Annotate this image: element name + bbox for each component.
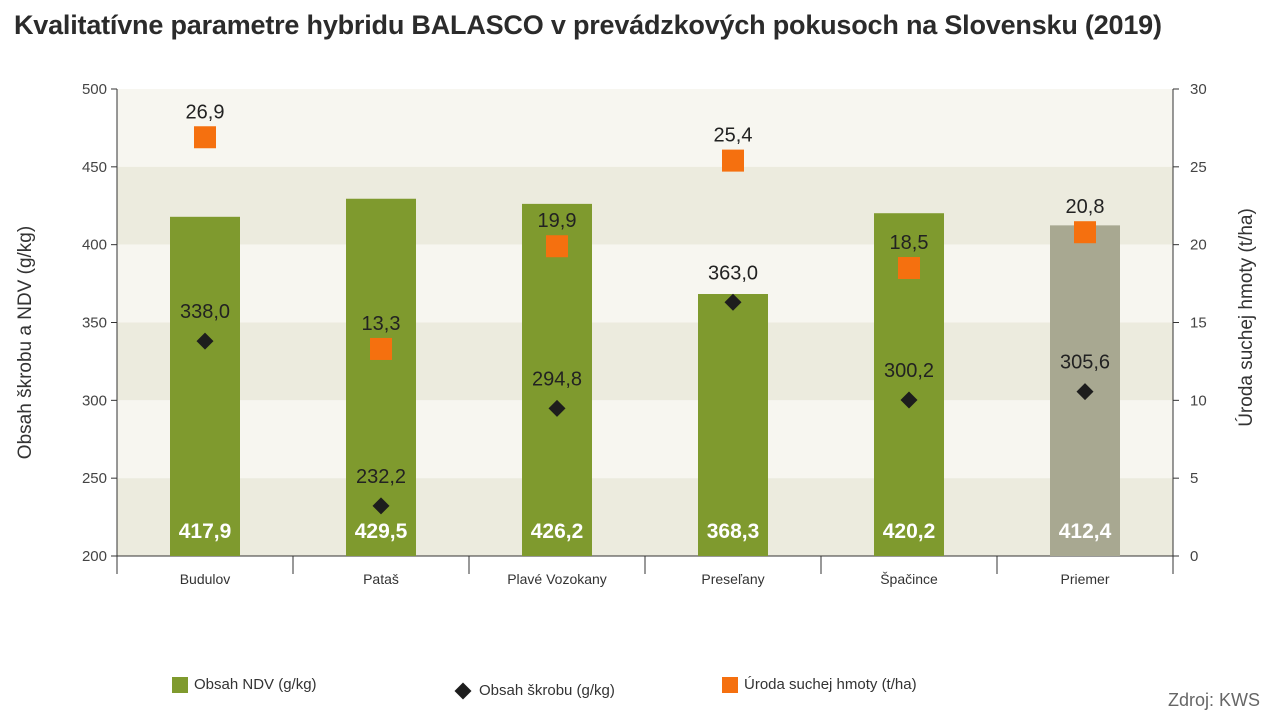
starch-value-label: 338,0 xyxy=(180,301,230,323)
legend-item-yield: Úroda suchej hmoty (t/ha) xyxy=(722,676,917,693)
plot-band xyxy=(117,478,1173,556)
yield-value-label: 13,3 xyxy=(362,313,401,335)
plot-band xyxy=(117,166,1173,245)
yield-value-label: 25,4 xyxy=(714,125,753,147)
legend-label-ndv: Obsah NDV (g/kg) xyxy=(194,676,317,693)
legend-item-ndv: Obsah NDV (g/kg) xyxy=(172,676,317,693)
starch-value-label: 232,2 xyxy=(356,466,406,488)
yield-value-label: 26,9 xyxy=(186,101,225,123)
x-tick-label: Pataš xyxy=(363,571,399,587)
bar-value-label: 368,3 xyxy=(707,520,760,543)
bar xyxy=(522,203,592,556)
x-tick-label: Preseľany xyxy=(701,571,764,587)
legend-item-starch: Obsah škrobu (g/kg) xyxy=(454,682,615,699)
plot-band xyxy=(117,244,1173,323)
plot-band xyxy=(117,89,1173,167)
legend-square-swatch xyxy=(722,676,738,693)
legend-label-yield: Úroda suchej hmoty (t/ha) xyxy=(744,676,917,693)
y2-tick-label: 0 xyxy=(1190,548,1198,565)
y-tick-label: 200 xyxy=(82,548,107,565)
yield-value-label: 19,9 xyxy=(538,210,577,232)
legend-diamond-swatch xyxy=(454,682,472,699)
bar-value-label: 412,4 xyxy=(1059,520,1112,543)
starch-point xyxy=(900,391,918,409)
y-tick-label: 500 xyxy=(82,81,107,98)
x-tick-label: Budulov xyxy=(180,571,231,587)
starch-value-label: 294,8 xyxy=(532,368,582,390)
x-tick-label: Plavé Vozokany xyxy=(507,571,607,587)
yield-point xyxy=(194,126,216,149)
y2-tick-label: 5 xyxy=(1190,470,1198,487)
yield-point xyxy=(898,257,920,280)
starch-value-label: 305,6 xyxy=(1060,352,1110,374)
x-tick-label: Priemer xyxy=(1060,571,1109,587)
y2-tick-label: 30 xyxy=(1190,81,1207,98)
bar-value-label: 429,5 xyxy=(355,520,408,543)
starch-point xyxy=(1076,383,1094,401)
legend-label-starch: Obsah škrobu (g/kg) xyxy=(479,682,615,699)
plot-band xyxy=(117,322,1173,401)
bar-value-label: 420,2 xyxy=(883,520,936,543)
starch-value-label: 300,2 xyxy=(884,360,934,382)
plot-band xyxy=(117,400,1173,479)
bar xyxy=(346,198,416,556)
yield-point xyxy=(370,337,392,360)
bar xyxy=(170,216,240,556)
yield-value-label: 20,8 xyxy=(1066,196,1105,218)
bar xyxy=(698,294,768,556)
legend-bar-swatch xyxy=(172,676,188,693)
starch-value-label: 363,0 xyxy=(708,262,758,284)
y-tick-label: 250 xyxy=(82,470,107,487)
y-tick-label: 350 xyxy=(82,315,107,332)
yield-value-label: 18,5 xyxy=(890,232,929,254)
yield-point xyxy=(546,235,568,258)
yield-point xyxy=(1074,221,1096,244)
source-note: Zdroj: KWS xyxy=(1167,690,1260,710)
y2-tick-label: 20 xyxy=(1190,237,1207,254)
starch-point xyxy=(372,497,390,515)
y2-tick-label: 15 xyxy=(1190,315,1207,332)
y-tick-label: 400 xyxy=(82,237,107,254)
starch-point xyxy=(724,293,742,311)
bar-value-label: 426,2 xyxy=(531,520,584,543)
y2-tick-label: 25 xyxy=(1190,159,1207,176)
chart-title: Kvalitatívne parametre hybridu BALASCO v… xyxy=(14,10,1162,40)
y-tick-label: 300 xyxy=(82,392,107,409)
starch-point xyxy=(196,332,214,350)
x-tick-label: Špačince xyxy=(880,571,938,587)
y-axis-title: Obsah škrobu a NDV (g/kg) xyxy=(15,226,36,459)
yield-point xyxy=(722,149,744,172)
y2-axis-title: Úroda suchej hmoty (t/ha) xyxy=(1235,208,1257,427)
bar-value-label: 417,9 xyxy=(179,520,232,543)
starch-point xyxy=(548,399,566,417)
y2-tick-label: 10 xyxy=(1190,392,1207,409)
y-tick-label: 450 xyxy=(82,159,107,176)
